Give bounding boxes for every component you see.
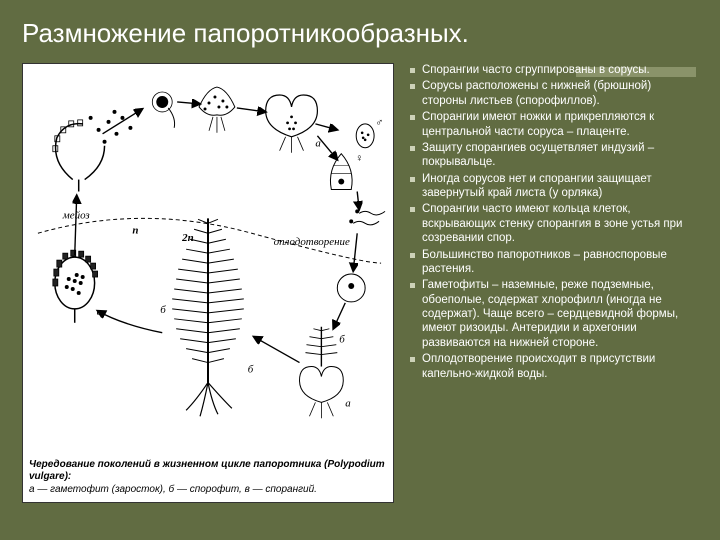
figure-caption: Чередование поколений в жизненном цикле …: [29, 459, 387, 497]
lifecycle-figure: n 2n: [22, 63, 394, 503]
bullet-item: Спорангии часто имеют кольца клеток, вск…: [410, 202, 698, 245]
sporophyte-fern: б б: [160, 218, 254, 416]
bullet-item: Гаметофиты – наземные, реже подземные, о…: [410, 278, 698, 350]
bullet-item: Иногда сорусов нет и спорангии защищает …: [410, 172, 698, 201]
svg-text:n: n: [132, 224, 138, 236]
zygote: [337, 274, 365, 302]
svg-text:б: б: [248, 364, 254, 376]
svg-text:2n: 2n: [181, 232, 194, 244]
spermatozoids: [350, 210, 385, 225]
svg-text:б: б: [160, 304, 166, 316]
svg-text:♂: ♂: [375, 117, 383, 129]
bullet-item: Сорусы расположены с нижней (брюшной) ст…: [410, 79, 698, 108]
svg-text:оплодотворение: оплодотворение: [274, 236, 350, 248]
svg-text:♀: ♀: [355, 153, 363, 165]
young-gametophyte: [199, 87, 235, 133]
slide-title: Размножение папоротникообразных.: [22, 18, 698, 49]
bullet-item: Большинство папоротников – равноспоровые…: [410, 248, 698, 277]
gametophyte-mature: а: [266, 95, 322, 153]
bullet-item: Спорангии часто сгруппированы в сорусы.: [410, 63, 698, 77]
antheridium: ♂: [356, 117, 383, 148]
spore-germinating: [152, 92, 174, 128]
content-row: n 2n: [22, 63, 698, 507]
svg-text:б: б: [339, 334, 345, 346]
sporangium-closed: в: [53, 250, 102, 323]
bullet-list: Спорангии часто сгруппированы в сорусы. С…: [410, 63, 698, 507]
bullet-item: Спорангии имеют ножки и прикрепляются к …: [410, 110, 698, 139]
svg-text:а: а: [345, 397, 351, 409]
bullet-item: Защиту спорангиев осущетвляет индузий – …: [410, 141, 698, 170]
lifecycle-diagram-svg: n 2n: [23, 64, 393, 502]
bullet-item: Оплодотворение происходит в присутствии …: [410, 352, 698, 381]
young-sporophyte: а б: [300, 327, 352, 419]
